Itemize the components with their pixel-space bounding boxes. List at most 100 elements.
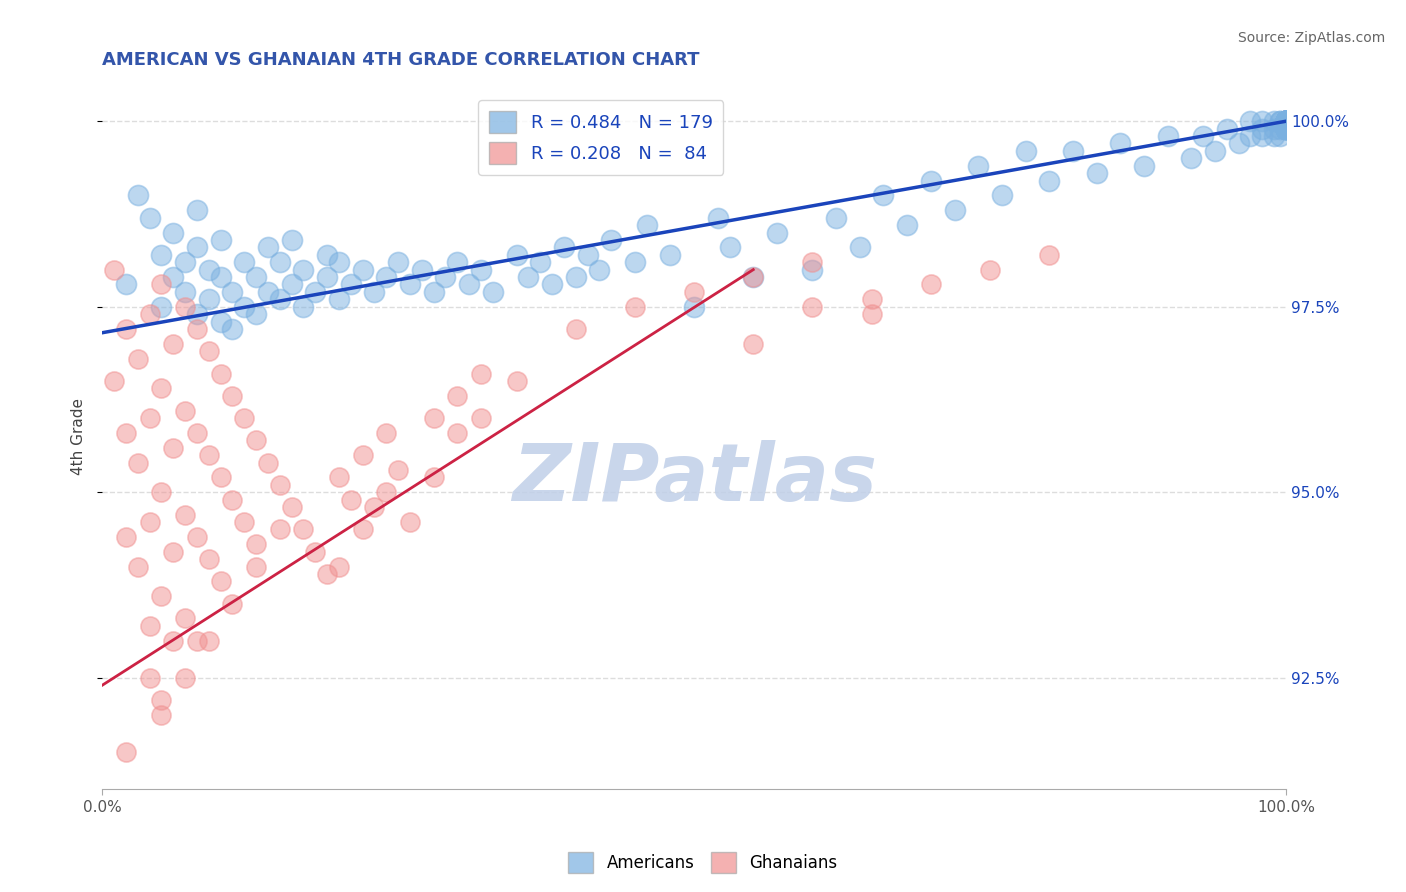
Point (363, 500, 385, 515)
Point (1275, 114, 1298, 128)
Point (1275, 114, 1298, 128)
Point (1275, 114, 1298, 128)
Point (872, 188, 894, 202)
Point (482, 285, 505, 299)
Point (1275, 114, 1298, 128)
Point (1275, 114, 1298, 128)
Point (174, 671, 197, 685)
Point (1275, 114, 1298, 128)
Point (1085, 166, 1108, 180)
Point (245, 307, 267, 321)
Point (328, 255, 350, 269)
Point (1275, 121, 1298, 136)
Point (991, 188, 1014, 202)
Point (1275, 114, 1298, 128)
Point (1156, 129, 1178, 144)
Point (1275, 121, 1298, 136)
Point (209, 470, 232, 484)
Point (1275, 114, 1298, 128)
Point (1275, 114, 1298, 128)
Point (588, 262, 610, 277)
Point (209, 574, 232, 589)
Point (162, 226, 184, 240)
Point (505, 374, 527, 388)
Point (1014, 144, 1036, 158)
Point (1263, 121, 1285, 136)
Point (280, 277, 302, 292)
Point (363, 285, 385, 299)
Point (127, 188, 149, 202)
Point (197, 344, 219, 359)
Point (860, 293, 883, 307)
Point (1275, 114, 1298, 128)
Point (1275, 114, 1298, 128)
Point (505, 248, 527, 262)
Point (564, 270, 586, 285)
Point (1275, 114, 1298, 128)
Point (553, 240, 575, 254)
Point (1275, 114, 1298, 128)
Point (1275, 121, 1298, 136)
Point (1275, 114, 1298, 128)
Point (1275, 114, 1298, 128)
Point (280, 233, 302, 247)
Point (1275, 114, 1298, 128)
Point (1275, 114, 1298, 128)
Point (115, 425, 138, 440)
Point (1251, 121, 1274, 136)
Point (1275, 114, 1298, 128)
Point (186, 203, 208, 218)
Point (1275, 114, 1298, 128)
Point (422, 285, 444, 299)
Point (411, 262, 433, 277)
Point (162, 633, 184, 648)
Point (1275, 114, 1298, 128)
Point (138, 619, 160, 633)
Point (1275, 114, 1298, 128)
Point (1268, 114, 1291, 128)
Point (257, 285, 280, 299)
Point (1251, 129, 1274, 144)
Point (197, 293, 219, 307)
Point (636, 218, 658, 232)
Point (564, 322, 586, 336)
Point (624, 255, 647, 269)
Point (186, 307, 208, 321)
Point (529, 255, 551, 269)
Point (742, 270, 765, 285)
Point (1275, 114, 1298, 128)
Point (1275, 114, 1298, 128)
Point (138, 671, 160, 685)
Point (1275, 114, 1298, 128)
Point (316, 270, 339, 285)
Point (624, 300, 647, 314)
Point (399, 277, 422, 292)
Point (742, 337, 765, 351)
Point (1275, 114, 1298, 128)
Point (138, 411, 160, 425)
Point (292, 262, 315, 277)
Point (197, 552, 219, 566)
Point (197, 448, 219, 462)
Point (150, 589, 173, 603)
Point (1275, 114, 1298, 128)
Point (920, 173, 942, 187)
Point (209, 233, 232, 247)
Point (1275, 114, 1298, 128)
Point (434, 270, 457, 285)
Point (896, 218, 918, 232)
Point (1275, 114, 1298, 128)
Point (115, 530, 138, 544)
Point (304, 285, 326, 299)
Point (257, 456, 280, 470)
Point (328, 293, 350, 307)
Text: Source: ZipAtlas.com: Source: ZipAtlas.com (1237, 31, 1385, 45)
Point (352, 522, 374, 536)
Point (1275, 114, 1298, 128)
Point (1275, 114, 1298, 128)
Point (1275, 114, 1298, 128)
Point (269, 255, 291, 269)
Point (233, 300, 256, 314)
Point (399, 515, 422, 529)
Point (221, 597, 243, 611)
